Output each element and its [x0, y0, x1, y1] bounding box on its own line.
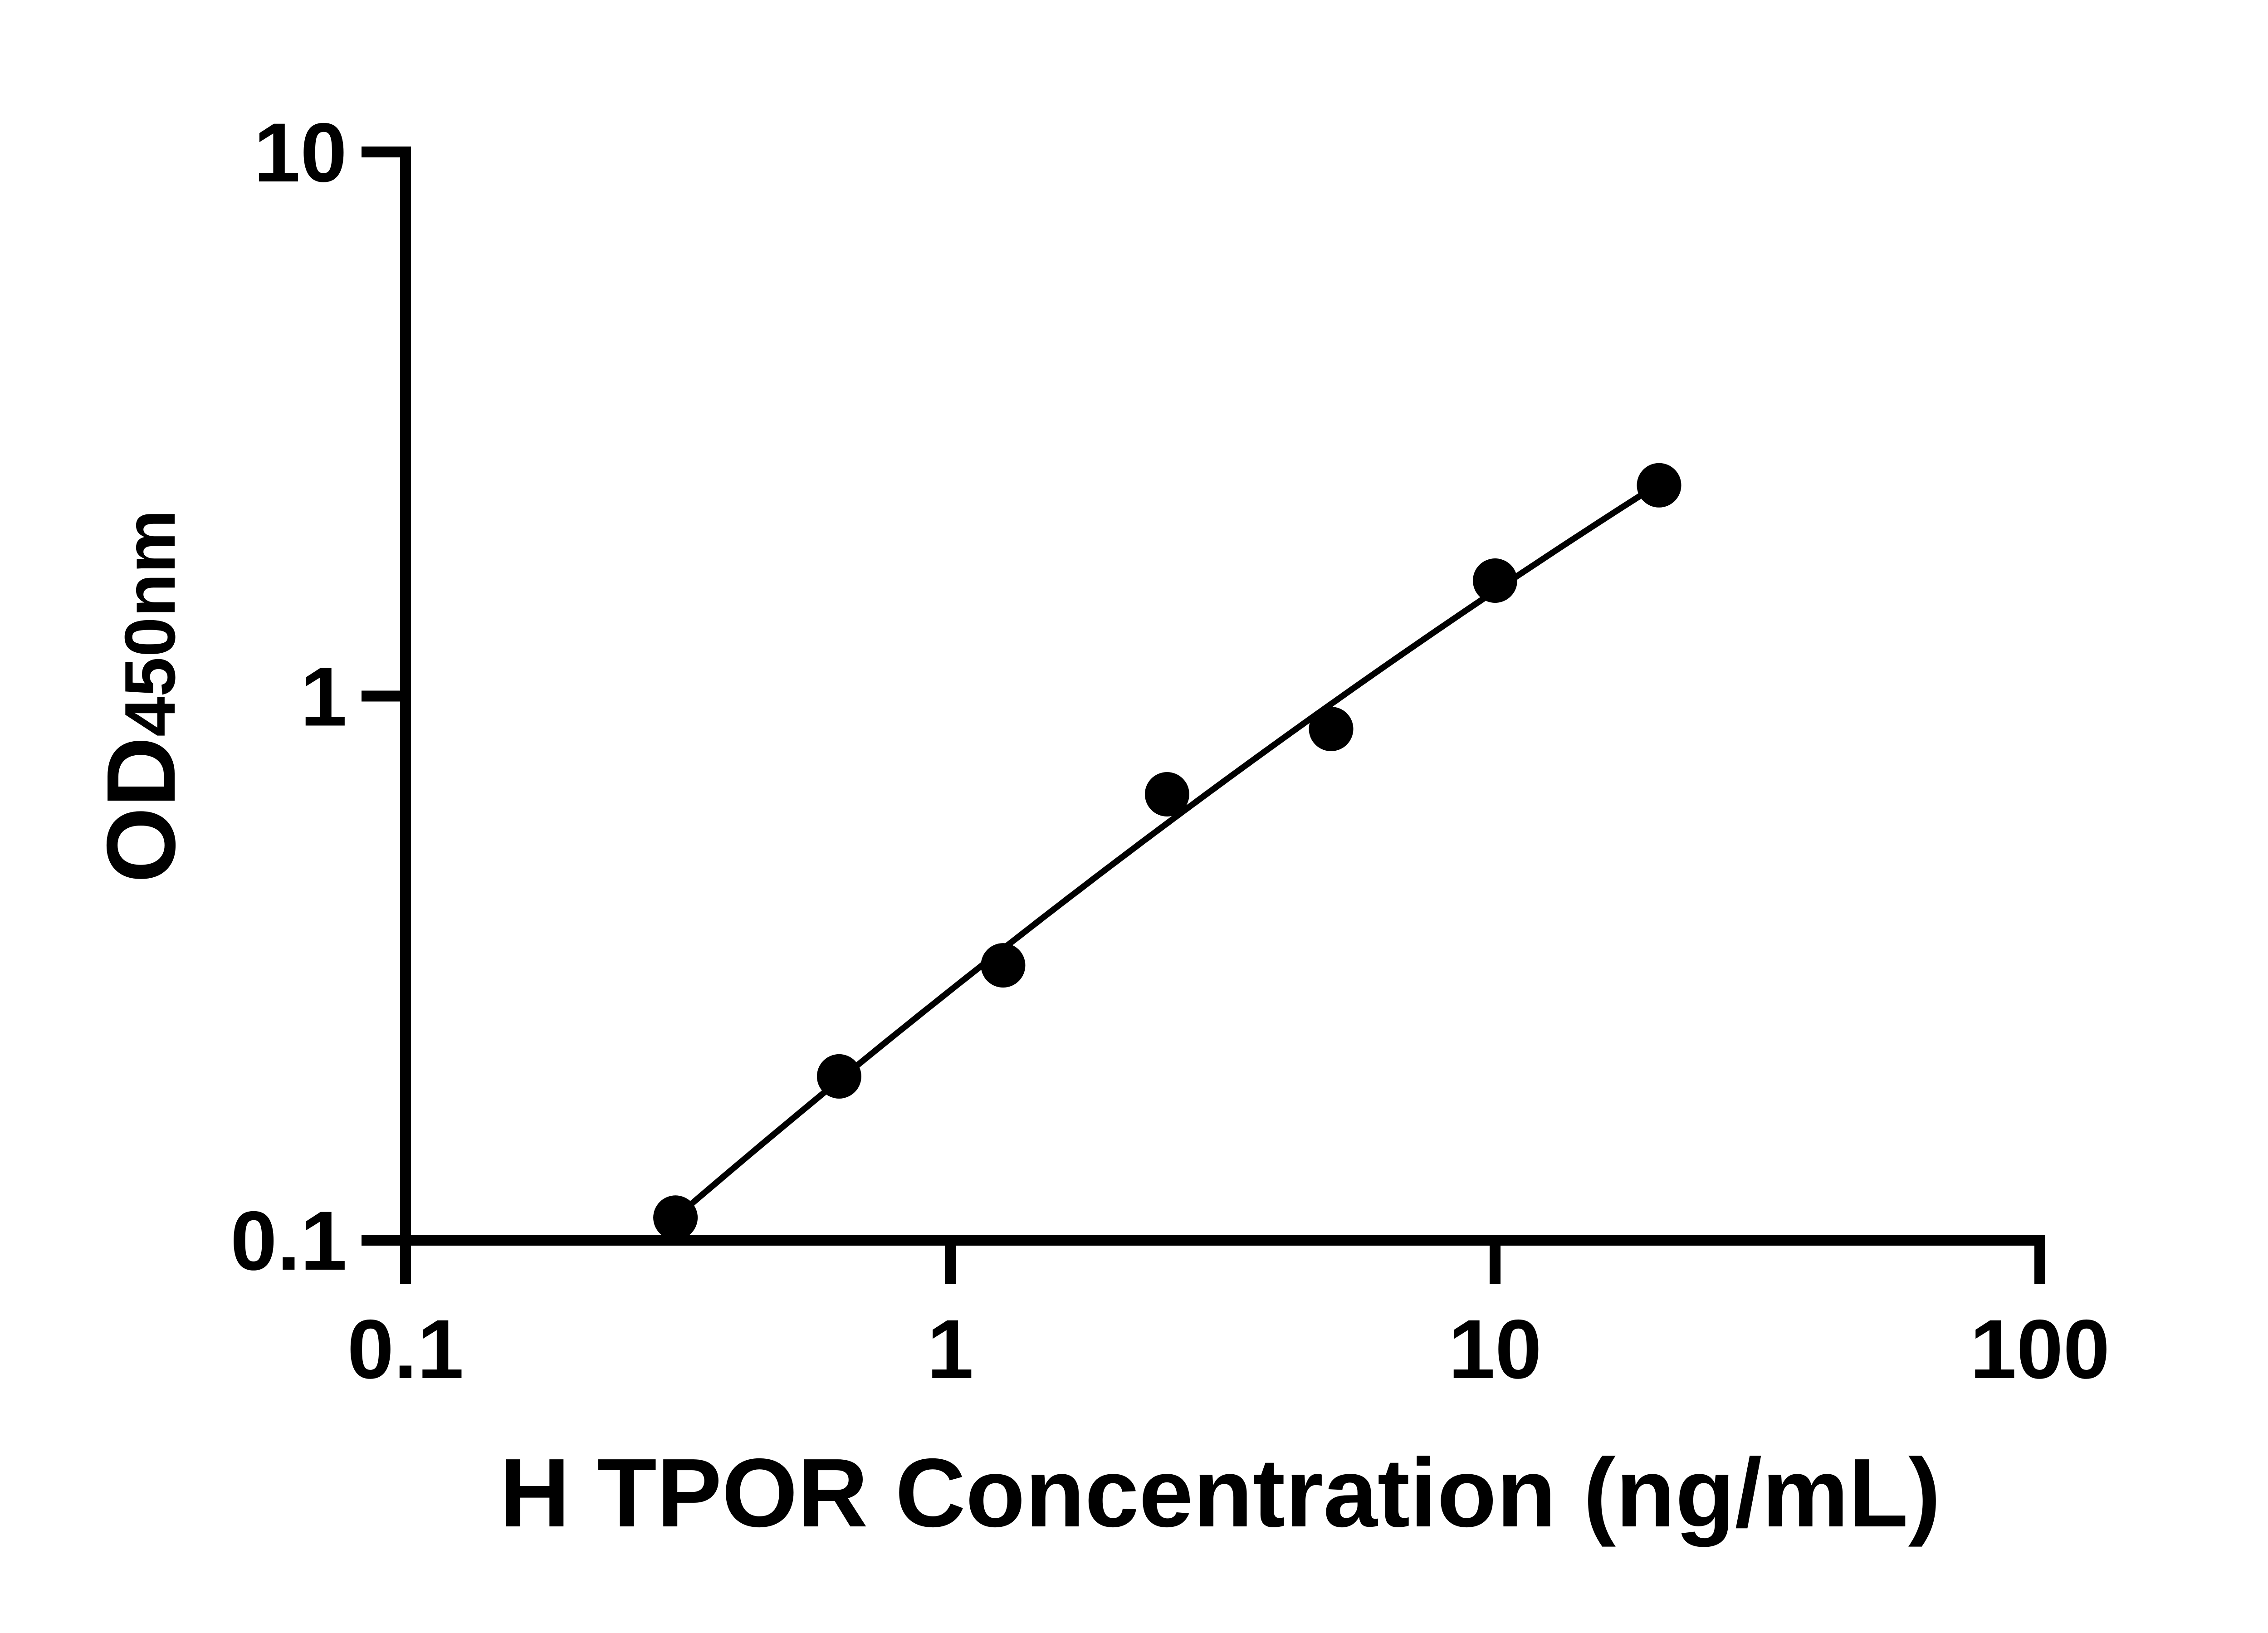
x-tick	[1490, 1246, 1501, 1284]
data-point	[653, 1195, 698, 1240]
plot-area: 10 1 0.10.1 1 10 100	[230, 106, 2110, 1396]
y-tick-label: 0.1	[230, 1194, 347, 1288]
data-point	[981, 943, 1026, 988]
x-tick	[945, 1246, 956, 1284]
data-point	[816, 1054, 861, 1099]
data-point	[1637, 463, 1681, 508]
x-tick-label: 10	[1448, 1303, 1542, 1396]
y-axis-title-subscript: 450nm	[110, 509, 190, 737]
y-tick-label: 1	[300, 650, 347, 744]
y-tick-label: 10	[254, 106, 347, 200]
data-point	[1473, 558, 1517, 603]
data-point	[1144, 772, 1189, 816]
x-tick	[2034, 1246, 2045, 1284]
x-axis-title: H TPOR Concentration (ng/mL)	[499, 1438, 1941, 1547]
x-tick-label: 1	[927, 1303, 974, 1396]
y-axis-line	[400, 147, 411, 1246]
x-tick-label: 100	[1970, 1303, 2110, 1396]
y-tick	[362, 1235, 400, 1246]
x-axis-line	[400, 1235, 2045, 1246]
y-tick	[362, 147, 400, 157]
y-tick	[362, 690, 400, 702]
x-tick	[400, 1246, 411, 1284]
data-point	[1309, 707, 1354, 751]
y-axis-title-main: OD	[86, 737, 196, 883]
x-tick-label: 0.1	[347, 1303, 464, 1396]
y-axis-title: OD450nm	[86, 509, 196, 883]
